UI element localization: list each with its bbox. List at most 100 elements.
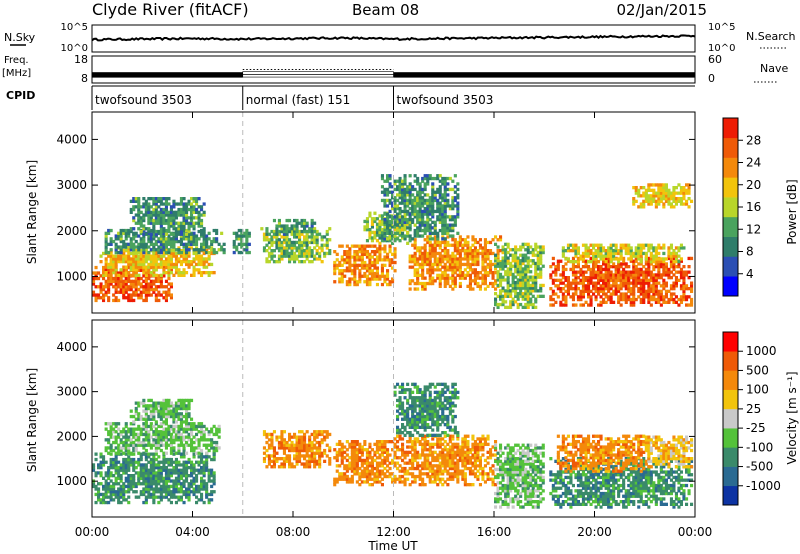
power-cell <box>584 276 588 280</box>
power-cell <box>587 254 591 258</box>
power-cell <box>119 276 123 281</box>
power-cell <box>652 246 656 250</box>
power-cell <box>654 278 658 282</box>
power-cell <box>466 254 470 258</box>
power-cell <box>144 276 148 281</box>
power-cell <box>458 273 462 277</box>
power-cell <box>509 253 513 257</box>
power-cell <box>428 251 432 256</box>
velocity-cell <box>177 471 181 475</box>
velocity-cell <box>109 460 113 464</box>
power-cell <box>456 182 460 186</box>
power-cell <box>418 220 422 224</box>
power-cell <box>662 197 666 201</box>
velocity-cell <box>99 463 103 467</box>
power-cell <box>114 260 118 264</box>
power-cell <box>104 268 108 272</box>
power-cell <box>195 234 199 238</box>
velocity-cell <box>190 448 194 453</box>
power-cell <box>564 297 568 302</box>
power-cell <box>406 209 410 214</box>
velocity-cell <box>122 498 126 502</box>
power-cell <box>499 297 503 301</box>
power-cell <box>154 239 158 244</box>
power-cell <box>579 297 583 302</box>
power-cell <box>619 278 623 282</box>
velocity-cell <box>164 457 168 462</box>
power-cell <box>104 234 108 238</box>
power-cell <box>174 248 178 252</box>
power-cell <box>478 243 482 247</box>
power-cell <box>687 197 691 201</box>
power-cell <box>529 292 533 296</box>
power-cell <box>423 226 427 230</box>
power-cell <box>652 260 656 264</box>
velocity-cell <box>190 430 194 434</box>
power-cell <box>634 246 638 250</box>
power-cell <box>433 190 437 194</box>
power-cell <box>559 303 563 307</box>
power-cell <box>519 283 523 288</box>
power-cell <box>323 254 327 258</box>
power-cell <box>483 260 487 264</box>
power-cell <box>431 187 435 192</box>
velocity-cell <box>104 446 108 450</box>
power-cell <box>614 257 618 261</box>
velocity-cell <box>182 479 186 483</box>
velocity-cell <box>185 490 189 494</box>
velocity-cell <box>169 490 173 494</box>
velocity-cell <box>147 438 151 442</box>
power-cell <box>602 267 606 272</box>
power-cell <box>657 265 661 269</box>
velocity-cell <box>157 440 161 445</box>
power-cell <box>556 262 560 266</box>
power-cell <box>152 207 156 212</box>
velocity-cell <box>164 495 168 499</box>
velocity-cell <box>127 474 131 478</box>
power-cell <box>602 259 606 263</box>
power-cell <box>215 239 219 244</box>
power-cell <box>679 202 683 206</box>
power-cell <box>516 267 520 271</box>
power-cell <box>114 262 118 267</box>
power-cell <box>345 266 349 270</box>
power-cell <box>592 251 596 256</box>
power-cell <box>320 246 324 250</box>
power-cell <box>448 243 452 247</box>
velocity-cell <box>167 498 171 502</box>
power-cell <box>142 202 146 206</box>
nsearch-tick-bottom: 10^0 <box>708 43 735 54</box>
power-cell <box>536 289 540 293</box>
velocity-cell <box>104 471 108 475</box>
power-cell <box>154 199 158 203</box>
power-cell <box>431 196 435 200</box>
velocity-cell <box>187 490 191 494</box>
power-cell <box>340 269 344 273</box>
velocity-cell <box>112 466 116 470</box>
velocity-cell <box>174 424 178 429</box>
power-cell <box>212 250 216 255</box>
power-cell <box>438 207 442 211</box>
power-cell <box>232 239 236 244</box>
velocity-cell <box>124 443 128 447</box>
power-cell <box>159 210 163 214</box>
power-cell <box>441 220 445 224</box>
power-cell <box>398 179 402 183</box>
power-cell <box>617 262 621 266</box>
power-cell <box>531 259 535 263</box>
power-cell <box>486 265 490 269</box>
power-cell <box>413 198 417 203</box>
power-cell <box>483 238 487 242</box>
power-cell <box>370 260 374 265</box>
power-cell <box>451 251 455 256</box>
velocity-cell <box>132 448 136 453</box>
power-cell <box>509 270 513 274</box>
power-cell <box>612 254 616 258</box>
power-cell <box>516 283 520 288</box>
power-cell <box>187 237 191 241</box>
velocity-cell <box>187 427 191 431</box>
power-cell <box>431 237 435 241</box>
power-cell <box>504 250 508 255</box>
power-cell <box>443 218 447 222</box>
power-cell <box>119 271 123 275</box>
